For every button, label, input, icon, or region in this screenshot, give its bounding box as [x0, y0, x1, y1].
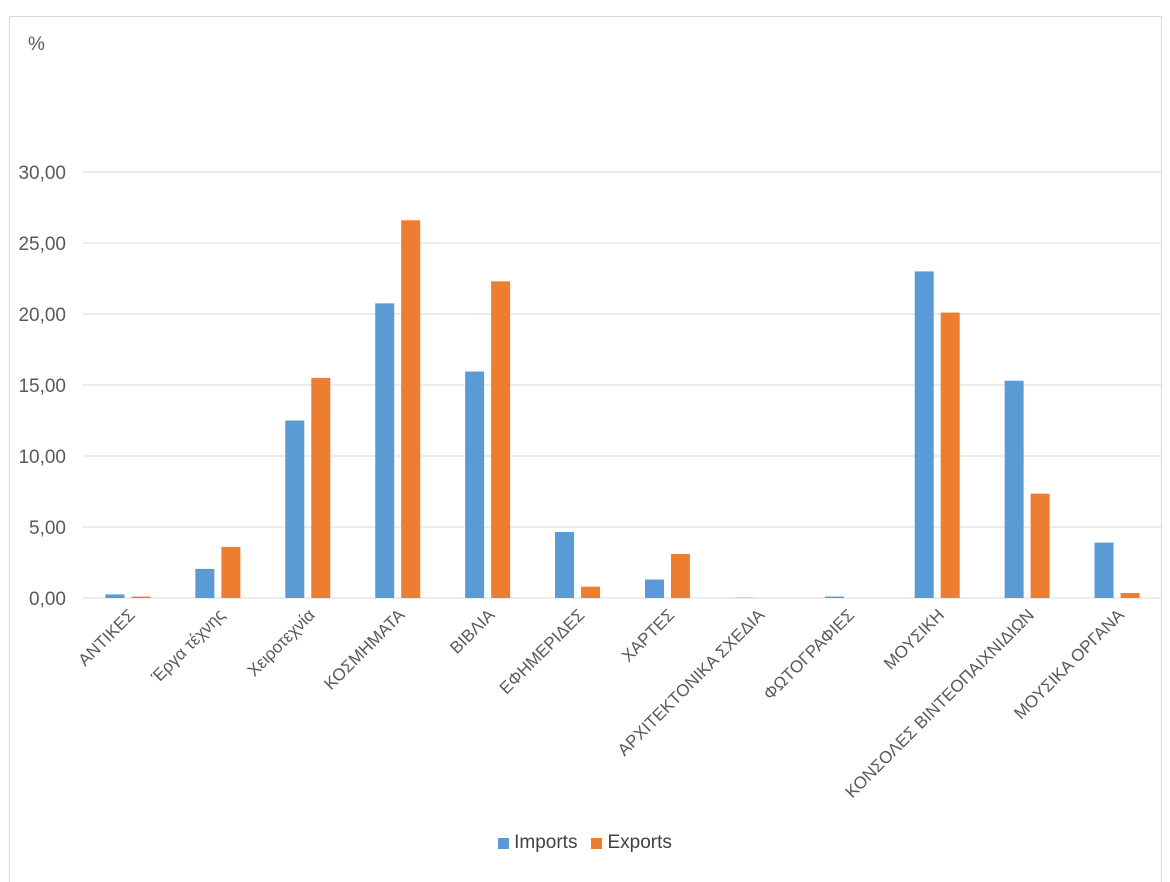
legend-item-imports: Imports — [498, 832, 577, 854]
x-tick-label: ΚΟΝΣΟΛΕΣ ΒΙΝΤΕΟΠΑΙΧΝΙΔΙΩΝ — [842, 605, 1038, 801]
bar-imports — [375, 303, 395, 598]
bar-imports — [914, 271, 934, 598]
bar-exports — [1120, 593, 1140, 598]
y-tick-label: 20,00 — [18, 305, 66, 326]
bar-exports — [940, 312, 960, 598]
y-tick-label: 10,00 — [18, 447, 66, 468]
bar-imports — [195, 568, 215, 598]
y-tick-label: 5,00 — [29, 518, 66, 539]
y-axis-label: % — [28, 34, 45, 55]
x-tick-label: ΦΩΤΟΓΡΑΦΙΕΣ — [760, 605, 858, 703]
y-tick-label: 0,00 — [29, 589, 66, 610]
bar-imports — [824, 596, 844, 598]
y-tick-label: 15,00 — [18, 376, 66, 397]
bar-exports — [1030, 493, 1050, 598]
legend-swatch-imports — [498, 837, 510, 849]
legend-item-exports: Exports — [591, 832, 672, 854]
legend-swatch-exports — [591, 837, 603, 849]
x-tick-label: ΑΡΧΙΤΕΚΤΟΝΙΚΑ ΣΧΕΔΙΑ — [614, 605, 769, 760]
bar-imports — [1004, 380, 1024, 598]
x-tick-label: ΚΟΣΜΗΜΑΤΑ — [320, 605, 409, 694]
bar-exports — [581, 586, 601, 598]
bar-exports — [401, 220, 421, 598]
x-tick-label: ΑΝΤΙΚΕΣ — [74, 605, 138, 669]
bar-imports — [465, 371, 485, 598]
chart-frame — [9, 16, 1162, 882]
y-tick-label: 25,00 — [18, 234, 66, 255]
bar-exports — [670, 553, 690, 598]
y-tick-label: 30,00 — [18, 163, 66, 184]
bar-imports — [105, 594, 125, 598]
x-tick-label: ΒΙΒΛΙΑ — [446, 605, 499, 658]
bar-exports — [131, 596, 151, 598]
legend-label-imports: Imports — [514, 832, 578, 853]
bar-exports — [221, 546, 241, 598]
x-tick-label: Έργα τέχνης — [147, 605, 229, 687]
x-tick-label: Χειροτεχνία — [244, 605, 319, 680]
x-tick-label: ΧΑΡΤΕΣ — [618, 605, 678, 665]
legend: Imports Exports — [0, 832, 1170, 854]
bar-exports — [311, 377, 331, 598]
bar-imports — [555, 531, 575, 598]
bar-imports — [644, 579, 664, 598]
x-tick-label: ΜΟΥΣΙΚΗ — [880, 605, 948, 673]
bar-imports — [1094, 542, 1114, 598]
legend-label-exports: Exports — [607, 832, 672, 853]
x-tick-label: ΕΦΗΜΕΡΙΔΕΣ — [496, 605, 589, 698]
bar-exports — [491, 281, 511, 598]
bar-imports — [285, 420, 305, 598]
